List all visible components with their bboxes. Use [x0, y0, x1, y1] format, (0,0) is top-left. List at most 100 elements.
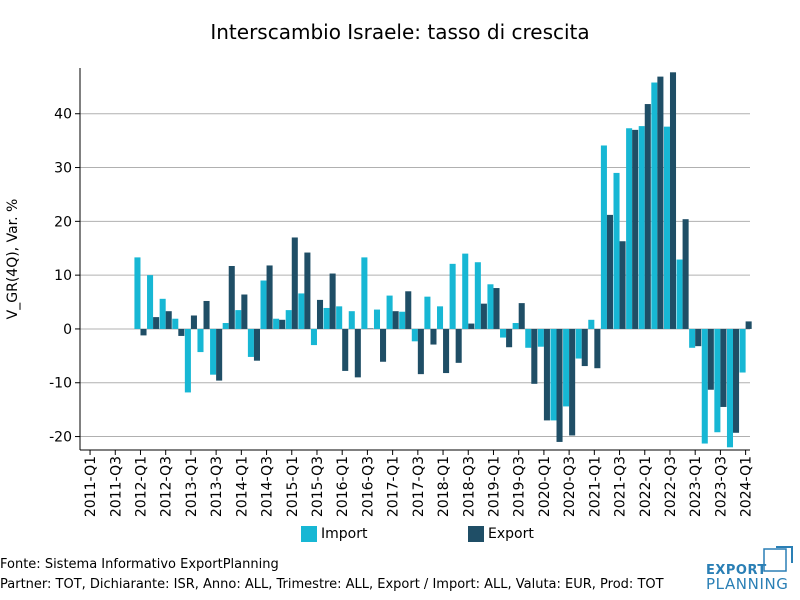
bar-import-2019-Q4 — [525, 328, 532, 348]
y-axis-label: V_GR(4Q), Var. % — [5, 199, 21, 320]
bar-import-2012-Q1 — [134, 257, 141, 329]
bar-import-2020-Q2 — [550, 328, 557, 421]
bar-export-2019-Q2 — [506, 328, 513, 348]
bar-import-2023-Q4 — [726, 328, 734, 448]
bar-import-2015-Q2 — [298, 293, 305, 329]
bar-export-2015-Q1 — [291, 237, 298, 329]
bar-import-2020-Q1 — [537, 328, 544, 347]
exportplanning-logo: EXPORT PLANNING — [706, 545, 796, 593]
bar-export-2017-Q4 — [430, 328, 437, 345]
bar-export-2017-Q2 — [405, 291, 412, 329]
bar-export-2021-Q3 — [619, 241, 626, 329]
bar-export-2019-Q1 — [493, 288, 500, 329]
bar-export-2021-Q4 — [632, 129, 639, 329]
bar-export-2015-Q4 — [329, 273, 336, 329]
x-tick-label: 2022-Q3 — [663, 456, 679, 517]
x-tick-label: 2022-Q1 — [638, 456, 654, 517]
bar-import-2013-Q2 — [197, 328, 204, 353]
bar-export-2020-Q2 — [556, 328, 563, 442]
bar-export-2014-Q3 — [266, 265, 273, 329]
x-tick-label: 2018-Q3 — [461, 456, 477, 517]
bar-import-2018-Q4 — [474, 262, 481, 329]
bar-export-2016-Q4 — [380, 328, 387, 362]
bar-import-2020-Q4 — [575, 328, 582, 359]
footer-params: Partner: TOT, Dichiarante: ISR, Anno: AL… — [0, 577, 664, 592]
legend-import[interactable]: Import — [301, 524, 367, 544]
bar-import-2016-Q3 — [361, 257, 368, 329]
bar-import-2019-Q3 — [512, 323, 519, 329]
bar-export-2014-Q2 — [253, 328, 260, 361]
bar-export-2013-Q4 — [228, 265, 235, 329]
bar-import-2016-Q1 — [336, 306, 343, 329]
x-tick-label: 2020-Q1 — [537, 456, 553, 517]
x-tick-label: 2018-Q1 — [436, 456, 452, 517]
legend-import-label: Import — [321, 526, 368, 542]
bar-import-2020-Q3 — [563, 328, 570, 407]
bar-export-2013-Q3 — [216, 328, 223, 381]
bar-import-2017-Q2 — [399, 311, 406, 329]
bar-import-2021-Q3 — [613, 172, 620, 329]
bar-export-2014-Q1 — [241, 294, 248, 329]
x-tick-label: 2017-Q1 — [386, 456, 402, 517]
bar-export-2012-Q3 — [165, 311, 172, 329]
bar-import-2017-Q4 — [424, 296, 431, 329]
bar-export-2017-Q1 — [392, 311, 399, 329]
bar-export-2018-Q3 — [468, 323, 475, 329]
x-tick-label: 2021-Q1 — [587, 456, 603, 517]
x-tick-label: 2015-Q3 — [310, 456, 326, 517]
bar-export-2023-Q3 — [720, 328, 727, 407]
bar-export-2024-Q1 — [745, 321, 752, 329]
bar-export-2016-Q2 — [354, 328, 361, 378]
x-tick-label: 2011-Q3 — [108, 456, 124, 517]
bar-import-2014-Q4 — [273, 318, 280, 329]
bar-import-2018-Q3 — [462, 253, 469, 329]
y-tick-label: -10 — [49, 376, 72, 392]
bar-export-2018-Q1 — [443, 328, 450, 374]
bar-export-2020-Q1 — [543, 328, 550, 421]
legend-export[interactable]: Export — [468, 524, 534, 544]
logo-mark-icon — [763, 546, 793, 572]
bar-import-2021-Q1 — [588, 319, 595, 329]
bar-export-2020-Q3 — [569, 328, 576, 436]
x-tick-label: 2013-Q3 — [209, 456, 225, 517]
bar-import-2015-Q3 — [310, 328, 317, 346]
bar-import-2022-Q3 — [663, 126, 670, 329]
bar-export-2012-Q4 — [178, 328, 185, 336]
bar-import-2021-Q4 — [626, 128, 633, 329]
x-tick-label: 2012-Q3 — [159, 456, 175, 517]
bar-export-2023-Q2 — [707, 328, 714, 390]
bar-export-2016-Q3 — [367, 328, 374, 329]
bar-export-2021-Q1 — [594, 328, 601, 369]
y-tick-label: 40 — [54, 107, 72, 123]
bar-export-2023-Q1 — [695, 328, 702, 347]
bar-import-2017-Q3 — [411, 328, 418, 342]
y-tick-label: 20 — [54, 214, 72, 230]
bar-import-2015-Q4 — [323, 307, 330, 329]
bar-export-2018-Q4 — [480, 303, 487, 329]
bar-export-2012-Q2 — [153, 317, 160, 329]
x-tick-label: 2019-Q1 — [486, 456, 502, 517]
y-tick-label: 10 — [54, 268, 72, 284]
y-tick-label: 0 — [63, 322, 72, 338]
x-tick-label: 2012-Q1 — [133, 456, 149, 517]
bar-export-2016-Q1 — [342, 328, 349, 371]
bar-import-2018-Q1 — [436, 306, 444, 329]
bar-export-2013-Q1 — [190, 315, 197, 329]
x-tick-label: 2016-Q1 — [335, 456, 351, 517]
y-tick-label: 30 — [54, 161, 72, 177]
x-tick-label: 2023-Q3 — [713, 456, 729, 517]
bar-import-2016-Q2 — [348, 311, 355, 329]
legend-export-swatch — [468, 526, 484, 542]
logo-text-export: EXPORT — [706, 563, 767, 578]
bar-export-2017-Q3 — [417, 328, 424, 375]
bar-import-2015-Q1 — [285, 310, 292, 329]
logo-text-planning: PLANNING — [706, 575, 789, 593]
bar-import-2017-Q1 — [386, 295, 393, 329]
x-tick-label: 2023-Q1 — [688, 456, 704, 517]
x-tick-label: 2015-Q1 — [285, 456, 301, 517]
bar-import-2021-Q2 — [600, 145, 607, 329]
bar-export-2015-Q3 — [316, 299, 324, 329]
bar-export-2019-Q4 — [531, 328, 538, 384]
bar-import-2012-Q3 — [159, 298, 166, 329]
